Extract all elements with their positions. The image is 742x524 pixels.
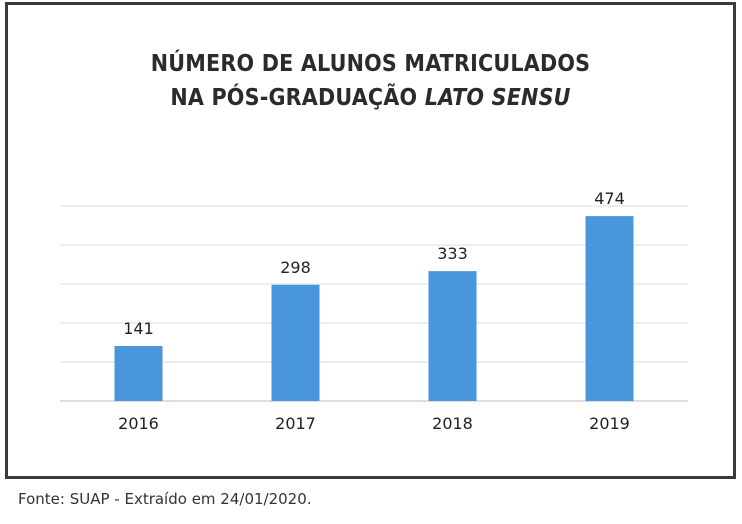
x-tick-2016: 2016 <box>118 414 159 433</box>
bar-2018 <box>428 271 477 401</box>
bar-chart: 141 298 333 474 2016 2017 2018 2019 <box>60 189 688 433</box>
chart-title-line-2-emphasis: LATO SENSU <box>424 85 571 111</box>
data-labels: 141 298 333 474 <box>123 189 625 338</box>
gridlines <box>60 205 688 402</box>
x-tick-2018: 2018 <box>432 414 473 433</box>
data-label-2019: 474 <box>594 189 625 208</box>
data-label-2016: 141 <box>123 319 154 338</box>
x-axis-ticks: 2016 2017 2018 2019 <box>118 414 630 433</box>
bar-2019 <box>585 216 634 401</box>
chart-title: NÚMERO DE ALUNOS MATRICULADOS NA PÓS-GRA… <box>8 47 733 115</box>
chart-title-line-2-prefix: NA PÓS-GRADUAÇÃO <box>170 85 425 111</box>
x-tick-2017: 2017 <box>275 414 316 433</box>
data-label-2018: 333 <box>437 244 468 263</box>
chart-title-line-2: NA PÓS-GRADUAÇÃO LATO SENSU <box>8 81 733 115</box>
bars <box>114 216 634 401</box>
bar-2017 <box>271 284 320 401</box>
source-caption: Fonte: SUAP - Extraído em 24/01/2020. <box>18 490 312 508</box>
bar-2016 <box>114 346 163 401</box>
chart-title-line-1: NÚMERO DE ALUNOS MATRICULADOS <box>150 51 591 77</box>
x-tick-2019: 2019 <box>589 414 630 433</box>
data-label-2017: 298 <box>280 258 311 277</box>
